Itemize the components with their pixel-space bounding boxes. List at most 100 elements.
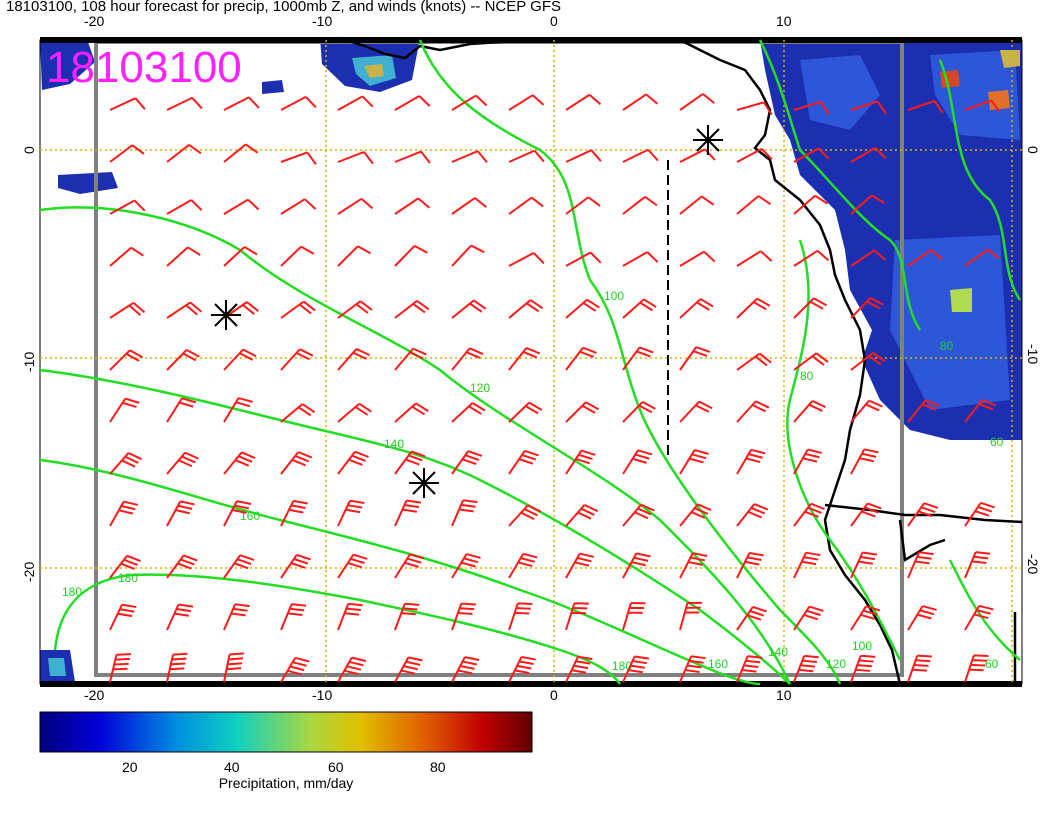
wind-barb xyxy=(850,399,883,423)
wind-barb xyxy=(850,147,887,163)
wind-barb xyxy=(850,502,882,527)
lat-tick-right: -10 xyxy=(1025,344,1041,364)
wind-barb xyxy=(109,452,143,475)
wind-barb xyxy=(508,401,543,423)
wind-barb xyxy=(394,347,427,371)
wind-barb xyxy=(679,148,716,163)
wind-barb xyxy=(793,400,827,423)
lon-tick-top: 10 xyxy=(776,13,792,29)
wind-barb xyxy=(394,656,423,683)
wind-barb xyxy=(907,551,934,579)
wind-barb xyxy=(337,450,369,475)
wind-barb xyxy=(850,352,886,371)
wind-barb xyxy=(280,499,308,527)
wind-barb xyxy=(736,352,772,371)
wind-barb xyxy=(907,654,932,683)
wind-barb xyxy=(394,402,429,423)
wind-barb xyxy=(622,148,659,163)
wind-barb xyxy=(280,95,317,111)
wind-barb xyxy=(166,349,200,371)
wind-barb xyxy=(850,249,887,267)
wind-barb xyxy=(622,298,657,319)
map-title: 18103100, 108 hour forecast for precip, … xyxy=(6,0,561,15)
wind-barb xyxy=(679,601,702,631)
wind-barb xyxy=(508,196,544,215)
wind-barb xyxy=(508,602,533,631)
wind-barb xyxy=(109,144,145,163)
wind-barb xyxy=(166,652,188,683)
wind-barb xyxy=(565,552,595,579)
asterisk-marker xyxy=(211,300,241,330)
lat-tick-left: 0 xyxy=(21,146,37,154)
wind-barb xyxy=(109,603,137,631)
wind-barb xyxy=(337,402,372,423)
wind-barb xyxy=(850,194,885,215)
wind-barb xyxy=(793,605,824,631)
wind-barb xyxy=(907,99,944,114)
pressure-markers xyxy=(211,125,723,498)
wind-barb xyxy=(109,397,140,423)
wind-barb xyxy=(223,500,252,527)
wind-barb xyxy=(280,656,310,683)
wind-barb xyxy=(451,299,487,319)
contour-labels: 100 120 140 160 180 80 60 80 60 100 120 … xyxy=(62,289,1004,673)
wind-barb xyxy=(679,250,716,267)
wind-barb xyxy=(166,143,202,163)
wind-barb xyxy=(793,502,825,527)
wind-barb xyxy=(280,403,316,423)
wind-barb xyxy=(736,147,773,163)
wind-barb xyxy=(508,504,542,527)
wind-barb xyxy=(622,251,659,267)
wind-barb xyxy=(850,551,878,579)
wind-barb xyxy=(223,451,256,475)
wind-barb xyxy=(565,298,600,319)
lon-tick-top: 0 xyxy=(550,13,558,29)
wind-barb xyxy=(964,604,994,631)
wind-barb xyxy=(394,95,431,111)
lon-tick-bottom: 0 xyxy=(550,687,558,703)
precip-blob-nw xyxy=(40,40,95,90)
wind-barb xyxy=(166,451,199,475)
lon-tick-bottom: 10 xyxy=(776,687,792,703)
contour-label: 160 xyxy=(708,657,728,671)
wind-barb xyxy=(793,147,830,163)
wind-barb xyxy=(736,195,772,215)
contour-label: 140 xyxy=(768,645,788,659)
wind-barb xyxy=(736,551,764,579)
wind-barb xyxy=(508,252,545,267)
wind-barb xyxy=(736,400,770,423)
wind-barb xyxy=(451,553,481,579)
colorbar-tick: 40 xyxy=(224,759,240,775)
wind-barb xyxy=(850,654,876,683)
wind-barb xyxy=(451,450,483,475)
colorbar-tick: 60 xyxy=(328,759,344,775)
contour-label: 80 xyxy=(940,339,954,353)
wind-barb xyxy=(451,94,488,111)
wind-barb xyxy=(622,93,659,111)
asterisk-marker xyxy=(409,468,439,498)
wind-barb xyxy=(622,503,655,527)
colorbar-tick: 20 xyxy=(122,759,138,775)
colorbar xyxy=(39,711,533,753)
contour-label: 180 xyxy=(612,659,632,673)
wind-barb xyxy=(223,348,257,371)
wind-barb xyxy=(109,653,132,683)
wind-barb xyxy=(793,297,828,319)
wind-barb xyxy=(394,499,422,527)
wind-barb xyxy=(394,300,430,319)
wind-barb xyxy=(850,448,879,475)
wind-barb xyxy=(223,96,260,111)
contour-label: 180 xyxy=(62,585,82,599)
colorbar-ticks: 20 40 60 80 xyxy=(122,759,446,775)
contour-label: 100 xyxy=(852,639,872,653)
wind-barb xyxy=(622,449,653,475)
wind-barb xyxy=(622,655,650,683)
wind-barb xyxy=(451,347,484,371)
wind-barb xyxy=(508,552,538,579)
lon-tick-top: -20 xyxy=(84,13,104,29)
wind-barb xyxy=(394,450,426,475)
wind-barb xyxy=(166,397,197,423)
date-stamp: 18103100 xyxy=(46,43,242,92)
wind-barb xyxy=(793,194,828,215)
